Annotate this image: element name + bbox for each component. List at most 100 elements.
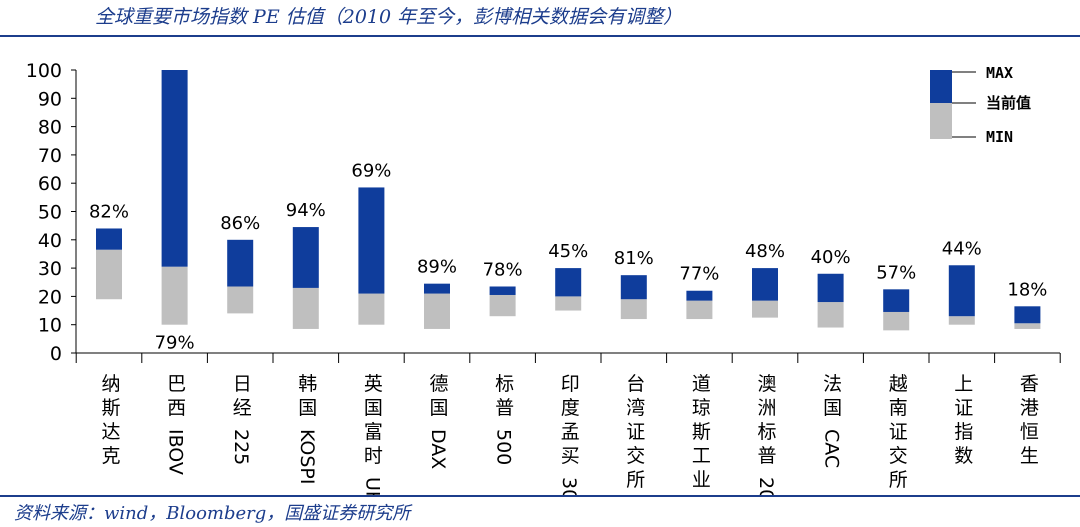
category-label-char: 时 [364,445,383,467]
legend-lower-swatch [930,103,952,139]
category-label-segment: KOSPI [296,429,318,485]
labels: 82%纳斯达克79%巴西IBOV86%日经22594%韩国KOSPI69%英国富… [89,160,1047,497]
category-label-char: 达 [101,421,120,443]
category-label-segment: 225 [230,429,252,465]
bar-lower-segment [96,249,122,300]
category-label-char: 克 [101,445,120,467]
bar-upper-segment [620,275,647,300]
bar-lower-segment [358,293,385,325]
category-label-segment: 30 [558,477,580,497]
bar-lower-segment [555,296,582,311]
y-tick-label: 50 [38,202,62,224]
y-tick-label: 30 [38,258,62,280]
legend-max-label: MAX [986,64,1013,82]
y-tick-label: 40 [38,230,62,252]
category-label-char: 工 [692,445,711,467]
category-label-segment: CAC [821,429,843,468]
category-label-char: 国 [364,397,383,419]
category-label-char: 标 [495,373,514,395]
bar-lower-segment [292,287,319,329]
category-label-char: 所 [626,469,645,491]
bar-lower-segment [161,266,188,325]
category-label-char: 印 [561,373,580,395]
percentile-label: 18% [1007,279,1047,300]
category-label-char: 斯 [101,397,120,419]
category-label: 韩国 KOSPI [296,373,318,485]
category-label-char: 英 [364,373,383,395]
bottom-rule [0,495,1080,497]
percentile-label: 45% [548,241,588,262]
category-label-char: 香 [1020,373,1039,395]
category-label-char: 标 [757,421,776,443]
bar-upper-segment [686,290,713,301]
percentile-label: 78% [483,259,523,280]
bar-lower-segment [948,316,975,325]
category-label-char: 普 [495,397,514,419]
category-label-char: 指 [954,421,973,443]
bar-upper-segment [817,273,844,303]
source-note: 资料来源：wind，Bloomberg，国盛证券研究所 [14,503,411,524]
bar-upper-segment [948,265,975,317]
category-label-char: 道 [692,373,711,395]
percentile-label: 40% [811,247,851,268]
bar-lower-segment [686,300,713,320]
percentile-label: 89% [417,257,457,278]
category-label-char: 南 [889,397,908,419]
bar-upper-segment [227,239,254,287]
category-label-char: 湾 [626,397,645,419]
category-label-char: 生 [1020,445,1039,467]
category-label-char: 度 [561,397,580,419]
bar-upper-segment [752,268,778,301]
category-label-char: 证 [626,421,645,443]
bar-lower-segment [489,294,516,317]
category-label-char: 澳 [757,373,776,395]
percentile-label: 86% [220,213,260,234]
y-tick-label: 70 [38,145,62,167]
category-label-char: 所 [889,469,908,491]
category-label-char: 港 [1020,397,1039,419]
percentile-label: 79% [155,333,195,354]
category-label-char: 国 [429,397,448,419]
bar-upper-segment [424,283,450,294]
bar-upper-segment [555,268,582,297]
legend: MAX 当前值 MIN [930,64,1031,146]
y-tick-label: 60 [38,173,62,195]
y-tick-label: 10 [38,315,62,337]
bar-upper-segment [883,289,910,312]
category-label-char: 孟 [561,421,580,443]
category-label-segment: 200 [755,477,777,497]
category-label-segment: IBOV [165,429,187,475]
category-label-char: 洲 [757,397,776,419]
bar-upper-segment [161,70,188,267]
category-label-char: 证 [954,397,973,419]
bars [96,70,1041,331]
bar-upper-segment [96,228,122,250]
legend-current-label: 当前值 [986,94,1031,112]
axes: 0 10 20 30 40 50 60 70 80 90 100 [26,60,1061,365]
bar-lower-segment [424,293,450,329]
bar-upper-segment [1014,306,1041,324]
top-rule [0,35,1080,37]
category-label-char: 普 [757,445,776,467]
bar-upper-segment [292,227,319,288]
y-tick-label: 100 [26,60,62,82]
y-tick-label: 80 [38,117,62,139]
category-label: 德国 DAX [427,373,449,469]
category-label-char: 日 [233,373,252,395]
percentile-label: 82% [89,201,129,222]
category-label-char: 纳 [101,373,120,395]
category-label-char: 交 [626,445,645,467]
category-label-char: 琼 [692,397,711,419]
category-label: 法国 CAC [821,373,843,468]
percentile-label: 94% [286,200,326,221]
category-label-char: 证 [889,421,908,443]
category-label-char: 台 [626,373,645,395]
